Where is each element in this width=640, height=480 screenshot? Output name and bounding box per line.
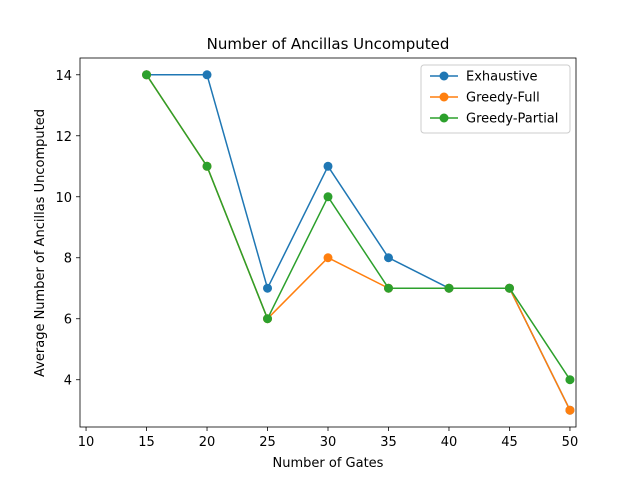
legend-marker (439, 92, 449, 102)
data-point-greedy-partial (444, 283, 454, 293)
data-point-greedy-full (565, 405, 575, 415)
y-tick-label: 6 (64, 313, 72, 328)
data-point-exhaustive (263, 283, 273, 293)
data-point-greedy-partial (383, 283, 393, 293)
y-axis-title: Average Number of Ancillas Uncomputed (33, 109, 48, 377)
x-tick-label: 25 (259, 435, 276, 450)
chart-title: Number of Ancillas Uncomputed (207, 35, 450, 53)
data-point-greedy-partial (142, 70, 152, 80)
legend-box (420, 64, 571, 134)
legend-label: Exhaustive (466, 70, 538, 85)
y-tick-label: 10 (55, 191, 72, 206)
y-tick-label: 8 (64, 252, 72, 267)
x-tick-label: 40 (441, 435, 458, 450)
legend-label: Greedy-Full (466, 91, 540, 106)
y-tick-label: 4 (64, 374, 72, 389)
x-tick-label: 50 (562, 435, 579, 450)
y-tick-label: 12 (55, 130, 72, 145)
data-point-greedy-partial (263, 314, 273, 324)
y-tick-label: 14 (55, 69, 72, 84)
data-point-greedy-partial (323, 192, 333, 202)
x-tick-label: 15 (138, 435, 155, 450)
x-axis-title: Number of Gates (273, 456, 384, 471)
axes-frame (79, 57, 577, 428)
data-point-exhaustive (323, 161, 333, 171)
data-point-exhaustive (383, 253, 393, 263)
series-line-greedy-partial (145, 74, 571, 381)
data-point-exhaustive (202, 70, 212, 80)
data-point-greedy-partial (504, 283, 514, 293)
data-point-greedy-full (323, 253, 333, 263)
data-point-greedy-partial (202, 161, 212, 171)
legend-marker (439, 71, 449, 81)
data-point-greedy-partial (565, 375, 575, 385)
legend-marker (439, 113, 449, 123)
legend-label: Greedy-Partial (466, 112, 558, 127)
x-tick-label: 30 (320, 435, 337, 450)
plot-area: 10 15 20 25 30 35 40 45 50 4 6 8 10 12 14 (55, 57, 579, 450)
x-tick-label: 45 (501, 435, 518, 450)
x-tick-label: 35 (380, 435, 397, 450)
legend: Exhaustive Greedy-Full Greedy-Partial (420, 64, 571, 134)
x-tick-label: 20 (199, 435, 216, 450)
x-tick-label: 10 (78, 435, 95, 450)
